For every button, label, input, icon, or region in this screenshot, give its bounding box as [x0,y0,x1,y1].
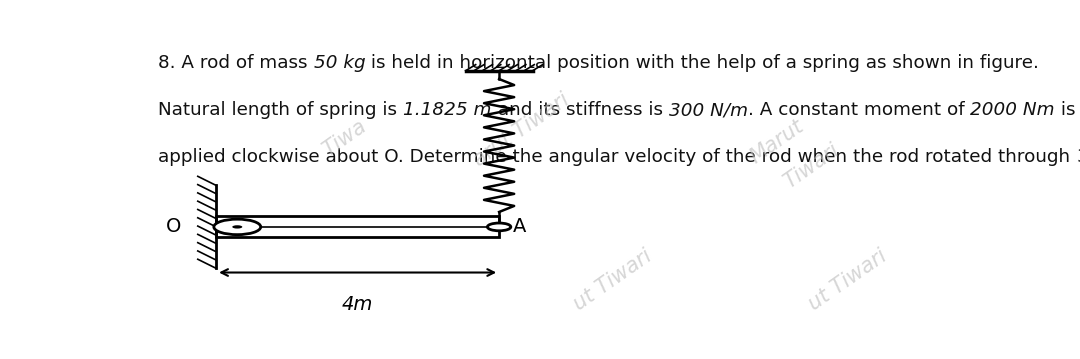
Text: O: O [165,218,181,237]
Text: arut Tiwari: arut Tiwari [470,89,573,170]
Text: 300 N/m: 300 N/m [669,101,747,119]
Text: Marut: Marut [746,116,807,167]
Circle shape [214,219,260,235]
Text: 8. A rod of mass: 8. A rod of mass [159,54,314,72]
Text: ut Tiwari: ut Tiwari [805,246,890,314]
Text: Tiwa: Tiwa [320,116,370,160]
Text: applied clockwise about O. Determine the angular velocity of the rod when the ro: applied clockwise about O. Determine the… [159,148,1077,166]
Text: is now: is now [1054,101,1080,119]
Text: Tiwari: Tiwari [780,140,842,192]
Text: 30°: 30° [1077,148,1080,166]
Text: is held in horizontal position with the help of a spring as shown in figure.: is held in horizontal position with the … [365,54,1039,72]
Text: 50 kg: 50 kg [314,54,365,72]
Text: and its stiffness is: and its stiffness is [491,101,669,119]
Text: . A constant moment of: . A constant moment of [747,101,970,119]
Text: 1.1825 m: 1.1825 m [403,101,491,119]
Text: A: A [513,218,526,237]
Text: 4m: 4m [342,295,374,314]
Text: Natural length of spring is: Natural length of spring is [159,101,403,119]
Circle shape [487,223,511,231]
Text: ut Tiwari: ut Tiwari [570,246,656,314]
Bar [216,216,499,237]
Circle shape [232,225,242,229]
Text: 2000 Nm: 2000 Nm [970,101,1054,119]
